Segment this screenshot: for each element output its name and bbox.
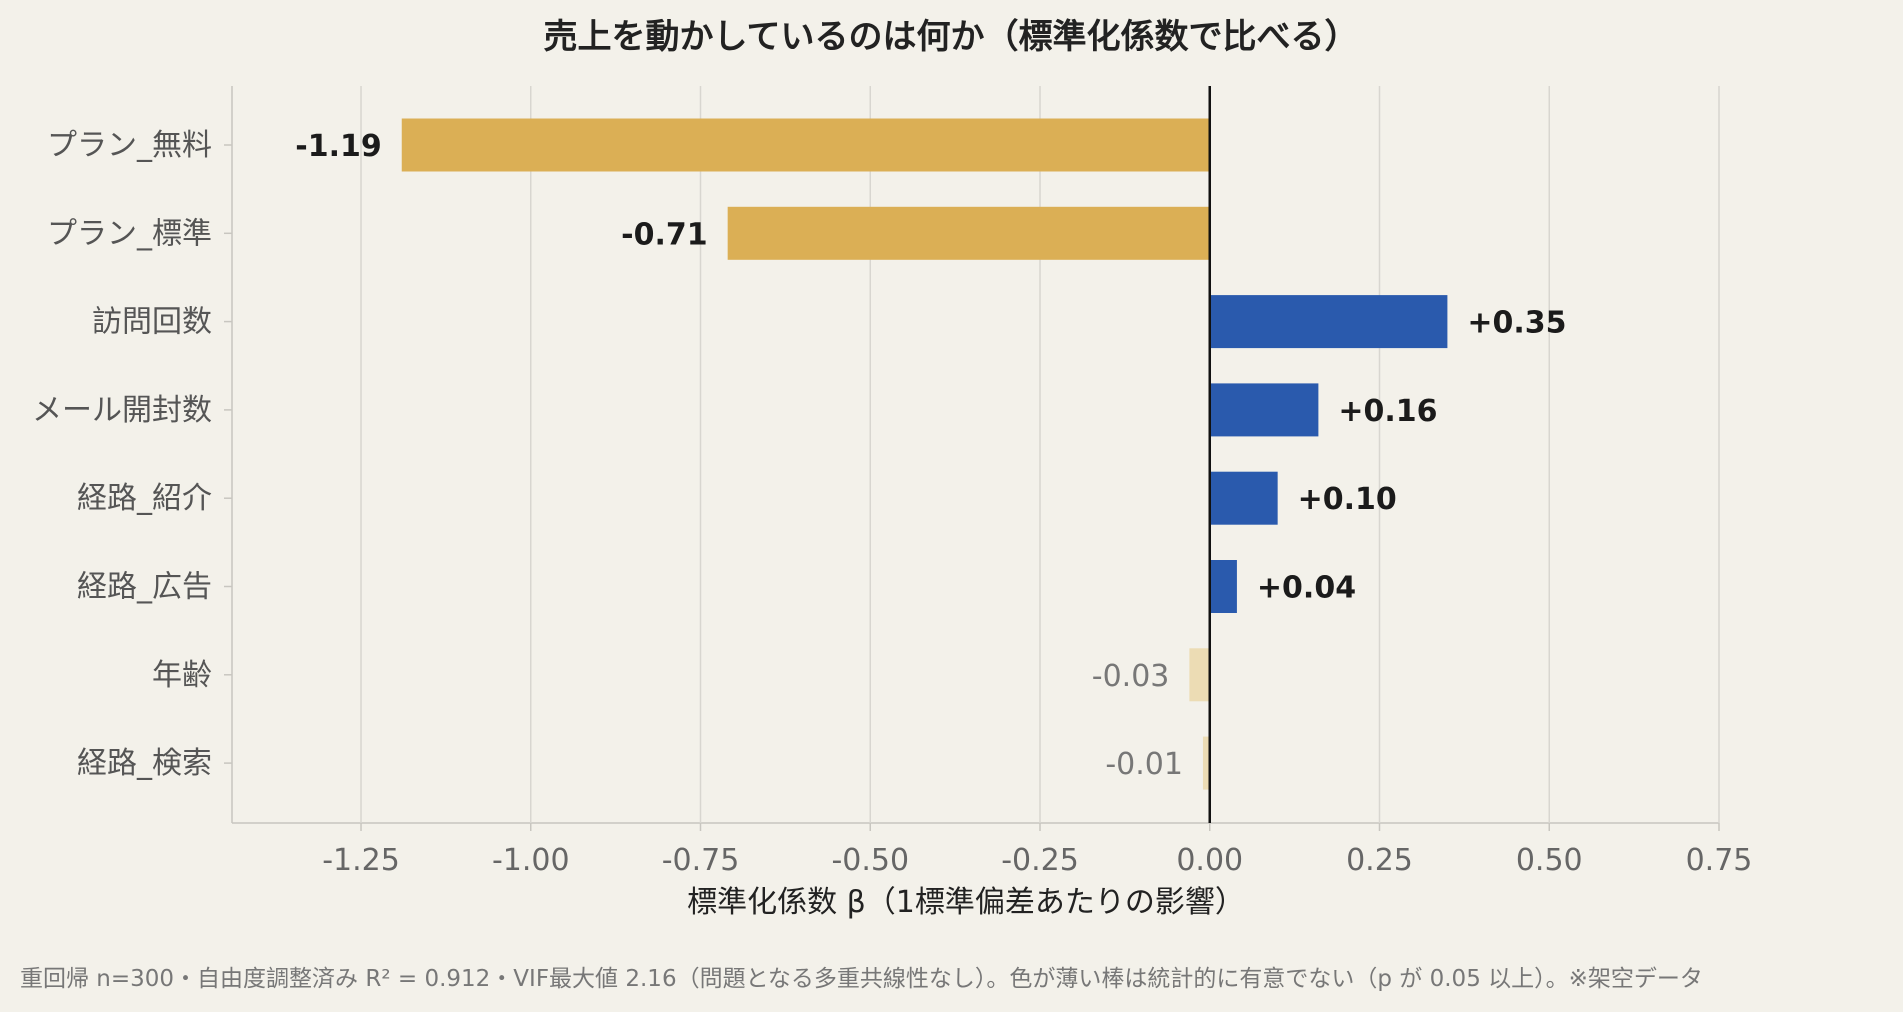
x-tick-label: 0.50 [1516, 843, 1583, 878]
footnote: 重回帰 n=300・自由度調整済み R² = 0.912・VIF最大値 2.16… [20, 966, 1703, 992]
x-tick-label: -0.25 [1001, 843, 1079, 878]
category-label: 経路_検索 [77, 746, 212, 781]
x-tick-label: -0.50 [831, 843, 909, 878]
category-label: 訪問回数 [92, 305, 212, 340]
category-label: プラン_無料 [47, 128, 212, 163]
value-label: +0.10 [1298, 482, 1397, 517]
category-label: 経路_広告 [77, 570, 212, 605]
bar [1189, 648, 1210, 702]
bar [1209, 383, 1319, 437]
value-label: +0.35 [1467, 306, 1566, 341]
value-labels: -1.19 -0.71 +0.35 +0.16 +0.10 +0.04 -0.03 -0.01 [295, 129, 1566, 782]
x-tick-label: 0.00 [1176, 843, 1243, 878]
x-tick-label: -1.00 [492, 843, 570, 878]
chart-title: 売上を動かしているのは何か（標準化係数で比べる） [544, 17, 1359, 57]
x-tick-label: 0.75 [1686, 843, 1753, 878]
value-label: -0.01 [1105, 747, 1183, 782]
bar [401, 118, 1210, 172]
category-label: 年齢 [152, 658, 212, 693]
x-axis-title: 標準化係数 β（1標準偏差あたりの影響） [687, 885, 1245, 920]
bar [1202, 736, 1210, 790]
category-label: メール開封数 [32, 393, 212, 428]
x-tick-label: 0.25 [1346, 843, 1413, 878]
value-label: +0.16 [1338, 394, 1437, 429]
value-label: -0.71 [621, 217, 707, 252]
category-label: 経路_紹介 [77, 481, 212, 516]
category-label: プラン_標準 [47, 216, 212, 251]
value-label: -1.19 [295, 129, 381, 164]
x-tick-label: -1.25 [322, 843, 400, 878]
bar [1209, 471, 1278, 525]
bars [401, 86, 1448, 823]
x-tick-labels: -1.25 -1.00 -0.75 -0.50 -0.25 0.00 0.25 0.50 0.7… [322, 843, 1752, 878]
bar [1209, 295, 1448, 349]
value-label: +0.04 [1257, 571, 1356, 606]
value-label: -0.03 [1092, 659, 1170, 694]
bar [1209, 560, 1237, 613]
grid-lines [224, 86, 1720, 831]
x-tick-label: -0.75 [662, 843, 740, 878]
bar [727, 206, 1210, 260]
